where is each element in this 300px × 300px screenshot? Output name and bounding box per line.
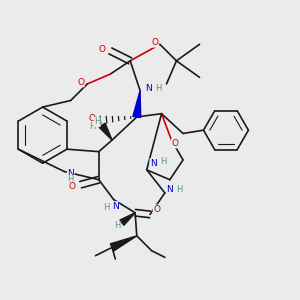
Text: H: H	[94, 117, 100, 126]
Text: O: O	[89, 114, 96, 123]
Text: O: O	[77, 78, 84, 87]
Text: N: N	[68, 169, 74, 178]
Polygon shape	[110, 236, 137, 251]
Text: H: H	[68, 175, 74, 184]
Polygon shape	[120, 213, 135, 225]
Text: H: H	[160, 157, 166, 166]
Text: H: H	[89, 122, 95, 131]
Text: N: N	[167, 185, 173, 194]
Text: O: O	[69, 182, 76, 191]
Text: H: H	[155, 84, 161, 93]
Text: H: H	[176, 185, 183, 194]
Text: N: N	[150, 159, 157, 168]
Text: N: N	[145, 84, 152, 93]
Polygon shape	[133, 91, 141, 118]
Text: H: H	[114, 221, 120, 230]
Text: N: N	[112, 202, 119, 211]
Text: O: O	[153, 205, 160, 214]
Text: O: O	[171, 139, 178, 148]
Text: O: O	[152, 38, 158, 47]
Text: O: O	[99, 45, 106, 54]
Polygon shape	[99, 123, 112, 140]
Text: H: H	[103, 203, 110, 212]
